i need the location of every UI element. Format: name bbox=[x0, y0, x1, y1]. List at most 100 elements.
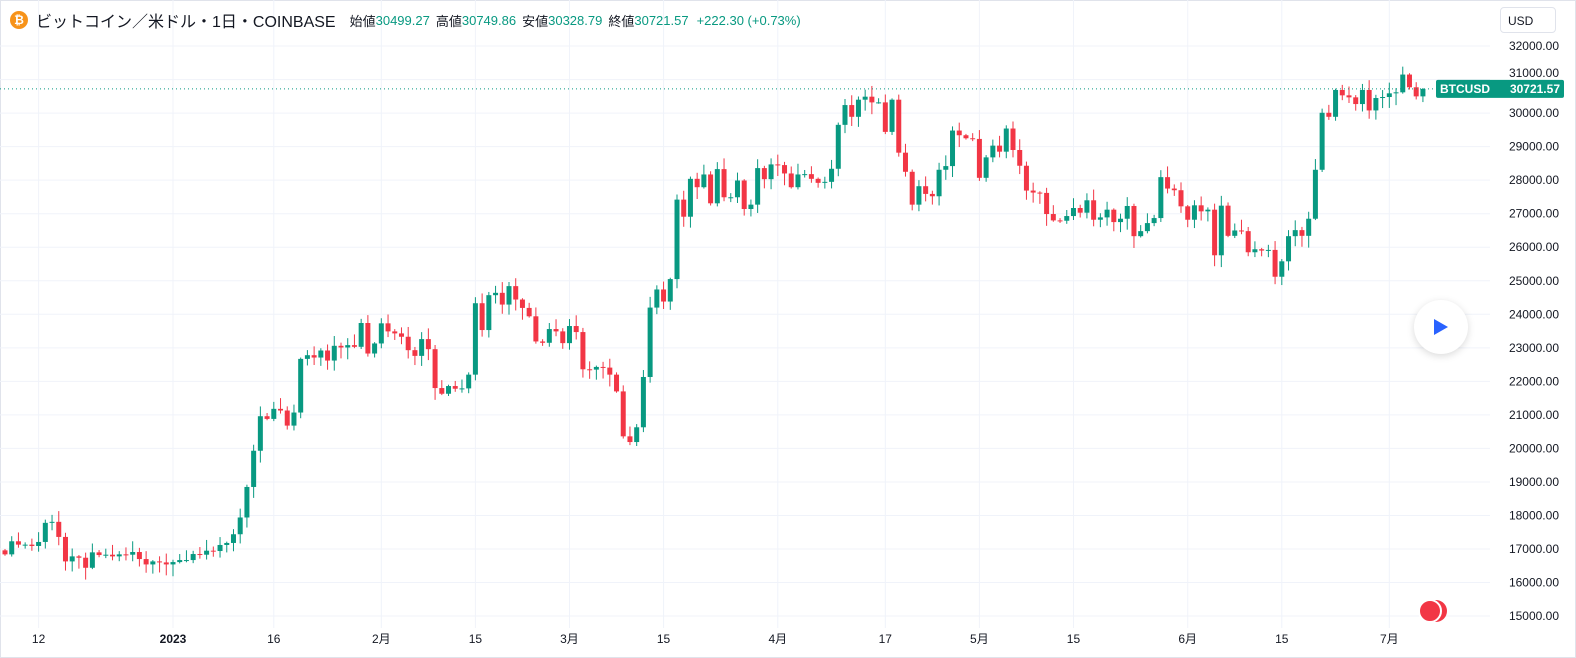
candle-down bbox=[157, 561, 163, 563]
candle-up bbox=[318, 350, 324, 358]
symbol-title[interactable]: ビットコイン／米ドル・1日・COINBASE bbox=[36, 14, 336, 31]
candle-up bbox=[49, 521, 55, 523]
candle-up bbox=[714, 169, 720, 204]
candle-up bbox=[486, 295, 492, 331]
candle-up bbox=[331, 345, 337, 361]
candle-up bbox=[419, 339, 425, 356]
candle-down bbox=[815, 178, 821, 183]
candle-down bbox=[587, 369, 593, 371]
x-tick-label: 15 bbox=[1067, 632, 1081, 646]
candle-down bbox=[365, 323, 371, 354]
candle-down bbox=[1010, 128, 1016, 150]
candle-up bbox=[150, 561, 156, 565]
candle-down bbox=[452, 386, 458, 389]
candle-up bbox=[889, 99, 895, 132]
candle-up bbox=[130, 552, 136, 555]
candle-up bbox=[372, 343, 378, 354]
y-tick-label: 18000.00 bbox=[1509, 508, 1559, 522]
candle-down bbox=[970, 138, 976, 140]
candle-up bbox=[1286, 236, 1292, 262]
candle-up bbox=[842, 105, 848, 125]
candle-up bbox=[755, 168, 761, 205]
candle-up bbox=[701, 174, 707, 188]
candle-up bbox=[1312, 169, 1318, 219]
candle-up bbox=[1292, 230, 1298, 237]
price-tag-box bbox=[1436, 79, 1564, 98]
candle-up bbox=[862, 96, 868, 100]
candle-down bbox=[1238, 230, 1244, 232]
candle-down bbox=[284, 410, 290, 426]
candle-down bbox=[398, 333, 404, 337]
candle-down bbox=[661, 289, 667, 302]
x-tick-label: 7月 bbox=[1380, 632, 1399, 646]
y-tick-label: 22000.00 bbox=[1509, 374, 1559, 388]
candle-up bbox=[983, 157, 989, 178]
candle-up bbox=[1104, 209, 1110, 218]
candle-up bbox=[1144, 223, 1150, 232]
candle-down bbox=[29, 544, 35, 546]
candle-up bbox=[1393, 92, 1399, 94]
candle-down bbox=[405, 336, 411, 351]
x-tick-label: 16 bbox=[267, 632, 281, 646]
candle-up bbox=[298, 358, 304, 413]
candle-up bbox=[42, 522, 48, 542]
high-value: 30749.86 bbox=[461, 12, 517, 28]
candle-up bbox=[22, 544, 28, 546]
candle-down bbox=[741, 180, 747, 210]
candle-up bbox=[237, 517, 243, 535]
candle-up bbox=[244, 486, 250, 518]
candle-down bbox=[432, 349, 438, 389]
candle-up bbox=[950, 130, 956, 167]
candle-up bbox=[1118, 218, 1124, 223]
candle-up bbox=[1400, 74, 1406, 93]
y-tick-label: 23000.00 bbox=[1509, 341, 1559, 355]
candle-down bbox=[1185, 206, 1191, 220]
candle-up bbox=[345, 345, 351, 348]
candle-up bbox=[257, 416, 263, 451]
candle-up bbox=[506, 286, 512, 305]
candle-down bbox=[1406, 74, 1412, 88]
candle-up bbox=[1265, 249, 1271, 251]
candle-down bbox=[1259, 249, 1265, 251]
open-label: 始値 bbox=[349, 13, 376, 29]
candle-down bbox=[1272, 249, 1278, 277]
play-button[interactable] bbox=[1414, 300, 1468, 354]
y-tick-label: 32000.00 bbox=[1509, 39, 1559, 53]
candle-up bbox=[728, 197, 734, 199]
candle-down bbox=[143, 559, 149, 565]
candle-down bbox=[782, 165, 788, 174]
y-tick-label: 19000.00 bbox=[1509, 475, 1559, 489]
y-tick-label: 21000.00 bbox=[1509, 408, 1559, 422]
candle-down bbox=[96, 552, 102, 556]
candle-down bbox=[56, 521, 62, 537]
candle-down bbox=[1353, 97, 1359, 105]
candle-down bbox=[1091, 200, 1097, 220]
candle-down bbox=[76, 556, 82, 558]
y-tick-label: 24000.00 bbox=[1509, 307, 1559, 321]
candle-up bbox=[667, 279, 673, 302]
candle-down bbox=[1339, 89, 1345, 96]
us-flag-icon[interactable] bbox=[1418, 599, 1442, 623]
candle-down bbox=[1037, 192, 1043, 194]
candle-up bbox=[1205, 209, 1211, 212]
y-tick-label: 15000.00 bbox=[1509, 609, 1559, 623]
x-tick-label: 2023 bbox=[160, 632, 187, 646]
legend-header: ₿ ビットコイン／米ドル・1日・COINBASE 始値 30499.27 高値 30… bbox=[10, 8, 801, 32]
candle-down bbox=[808, 174, 814, 179]
high-label: 高値 bbox=[435, 13, 462, 29]
candle-down bbox=[1050, 214, 1056, 221]
candle-up bbox=[943, 166, 949, 170]
currency-button[interactable]: USD bbox=[1500, 7, 1556, 33]
candle-down bbox=[1171, 188, 1177, 191]
candle-up bbox=[204, 550, 210, 555]
candle-down bbox=[1165, 177, 1171, 189]
candle-down bbox=[1198, 205, 1204, 212]
candle-up bbox=[1373, 98, 1379, 111]
candle-up bbox=[876, 102, 882, 104]
candle-down bbox=[1178, 190, 1184, 207]
candle-down bbox=[264, 416, 270, 419]
candle-up bbox=[647, 307, 653, 377]
candle-up bbox=[795, 174, 801, 188]
low-value: 30328.79 bbox=[548, 12, 603, 28]
